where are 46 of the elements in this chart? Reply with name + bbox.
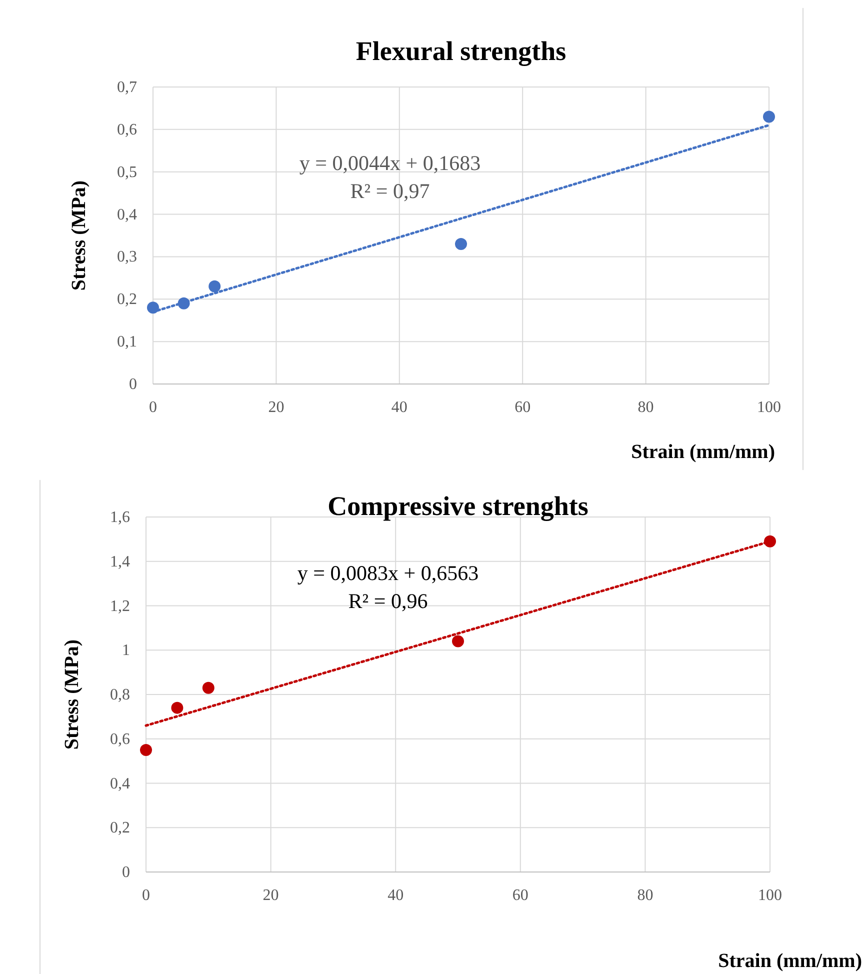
x-tick-label: 60	[514, 399, 531, 416]
y-tick-label: 0	[129, 376, 137, 393]
y-axis-title: Stress (MPa)	[68, 180, 90, 291]
point	[171, 702, 184, 714]
y-tick-label: 0	[122, 864, 130, 881]
point	[202, 682, 214, 694]
x-tick-label: 40	[391, 399, 408, 416]
x-tick-label: 40	[388, 887, 404, 904]
point	[140, 744, 152, 756]
y-tick-label: 0,4	[110, 775, 130, 792]
x-tick-label: 100	[757, 399, 781, 416]
point	[452, 635, 464, 648]
annotation: R² = 0,97	[350, 179, 430, 203]
x-tick-label: 100	[758, 887, 782, 904]
chart-title: Flexural strengths	[356, 36, 566, 66]
y-tick-label: 0,2	[117, 291, 137, 308]
y-axis-title: Stress (MPa)	[61, 639, 83, 750]
y-tick-label: 1,4	[110, 553, 130, 570]
x-tick-label: 80	[638, 399, 654, 416]
x-axis-title: Strain (mm/mm)	[718, 950, 862, 972]
x-tick-label: 20	[262, 887, 279, 904]
x-tick-label: 60	[512, 887, 528, 904]
y-tick-label: 0,5	[117, 164, 137, 181]
x-tick-label: 0	[142, 887, 150, 904]
x-tick-label: 0	[149, 399, 157, 416]
y-tick-label: 0,6	[117, 121, 137, 138]
y-tick-label: 1,2	[110, 598, 130, 615]
x-tick-label: 20	[268, 399, 284, 416]
y-tick-label: 0,8	[110, 686, 130, 704]
x-axis-title: Strain (mm/mm)	[631, 441, 775, 463]
point	[763, 110, 775, 123]
chart-title: Compressive strenghts	[328, 491, 588, 521]
y-tick-label: 0,3	[117, 248, 137, 266]
x-tick-label: 80	[637, 887, 654, 904]
y-tick-label: 1,6	[110, 509, 130, 526]
y-tick-label: 0,6	[110, 730, 130, 748]
y-tick-label: 1	[122, 642, 130, 660]
annotation: y = 0,0044x + 0,1683	[299, 151, 481, 175]
point	[455, 238, 467, 250]
point	[208, 280, 221, 292]
y-tick-label: 0,1	[117, 334, 137, 351]
annotation: R² = 0,96	[348, 589, 428, 613]
y-tick-label: 0,4	[117, 206, 137, 224]
annotation: y = 0,0083x + 0,6563	[297, 561, 479, 585]
y-tick-label: 0,7	[117, 79, 137, 96]
y-tick-label: 0,2	[110, 820, 130, 837]
